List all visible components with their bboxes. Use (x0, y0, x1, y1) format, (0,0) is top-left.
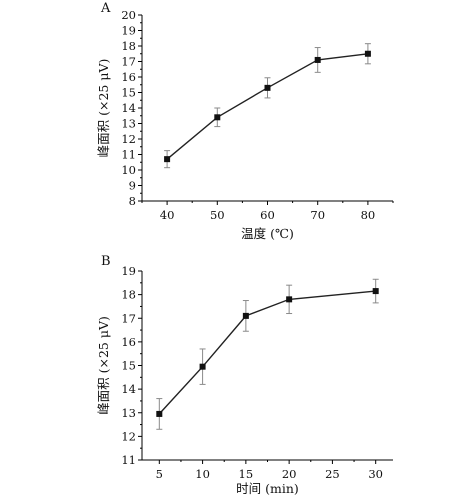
x-tick-label: 30 (368, 467, 383, 481)
y-axis-title: 峰面积 (×25 μV) (96, 59, 111, 158)
y-tick-label: 17 (121, 55, 136, 69)
panel-label: A (100, 1, 111, 16)
x-tick-label: 15 (239, 467, 254, 481)
y-tick-label: 13 (121, 406, 136, 420)
y-tick-label: 16 (121, 335, 136, 349)
x-tick-label: 70 (310, 208, 325, 222)
x-tick-label: 60 (260, 208, 275, 222)
y-tick-label: 15 (121, 359, 136, 373)
series-line (166, 53, 368, 160)
data-point (156, 410, 163, 417)
data-point (314, 56, 321, 63)
data-point (214, 114, 221, 121)
y-tick-label: 12 (121, 429, 136, 443)
y-tick-label: 8 (129, 194, 136, 208)
data-point (372, 288, 379, 295)
data-point (242, 312, 249, 319)
y-tick-label: 16 (121, 70, 136, 84)
x-axis-title: 温度 (℃) (241, 226, 294, 241)
y-tick-label: 10 (121, 163, 136, 177)
x-tick-label: 25 (325, 467, 340, 481)
x-tick-label: 40 (160, 208, 175, 222)
x-tick-label: 80 (361, 208, 376, 222)
y-tick-label: 19 (121, 264, 136, 278)
y-tick-label: 19 (121, 24, 136, 38)
data-point (264, 84, 271, 91)
y-tick-label: 14 (121, 382, 136, 396)
data-point (286, 296, 293, 303)
y-tick-label: 13 (121, 117, 136, 131)
x-tick-label: 50 (210, 208, 225, 222)
y-tick-label: 20 (121, 8, 136, 22)
x-tick-label: 10 (195, 467, 210, 481)
x-axis-title: 时间 (min) (236, 481, 299, 496)
panel-label: B (101, 254, 111, 269)
y-tick-label: 15 (121, 86, 136, 100)
y-axis-title: 峰面积 (×25 μV) (96, 316, 111, 415)
data-point (164, 156, 171, 163)
x-tick-label: 5 (156, 467, 163, 481)
chart-panel-B: B 11 12 13 14 15 16 17 18 19 5 10 15 20 25 30 时间 (min) 峰面… (96, 254, 393, 496)
y-tick-label: 18 (121, 39, 136, 53)
series-line (158, 290, 376, 415)
y-tick-label: 12 (121, 132, 136, 146)
y-tick-label: 17 (121, 311, 136, 325)
y-tick-label: 9 (129, 179, 136, 193)
y-tick-label: 11 (121, 148, 136, 162)
data-point (364, 50, 371, 57)
data-point (199, 363, 206, 370)
x-tick-label: 20 (282, 467, 297, 481)
y-tick-label: 18 (121, 288, 136, 302)
y-tick-label: 11 (121, 453, 136, 467)
y-tick-label: 14 (121, 101, 136, 115)
